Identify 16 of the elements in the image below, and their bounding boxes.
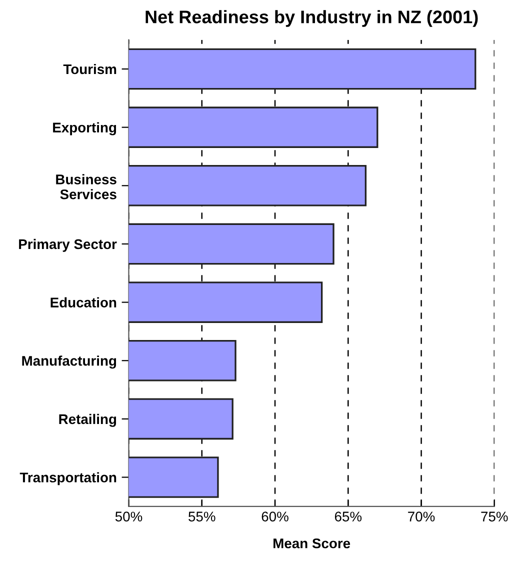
x-axis-title: Mean Score bbox=[274, 538, 350, 548]
y-tick-label: Education bbox=[50, 297, 116, 308]
y-tick-label: Manufacturing bbox=[22, 356, 116, 369]
y-tick-label: Business Services bbox=[56, 174, 116, 200]
y-tick-label: Tourism bbox=[63, 64, 116, 74]
x-tick-label: 60% bbox=[262, 512, 288, 522]
y-tick-label: Exporting bbox=[53, 122, 116, 136]
x-tick-label: 75% bbox=[481, 512, 508, 522]
y-tick-label: Transportation bbox=[20, 472, 116, 486]
y-tick-label: Retailing bbox=[59, 414, 116, 427]
x-tick-label: 50% bbox=[115, 512, 142, 522]
chart-title: Net Readiness by Industry in NZ (2001) bbox=[146, 10, 478, 27]
x-tick-label: 65% bbox=[334, 512, 362, 522]
y-tick-label: Primary Sector bbox=[19, 238, 117, 252]
x-tick-label: 70% bbox=[408, 512, 435, 522]
x-tick-label: 55% bbox=[188, 512, 216, 522]
